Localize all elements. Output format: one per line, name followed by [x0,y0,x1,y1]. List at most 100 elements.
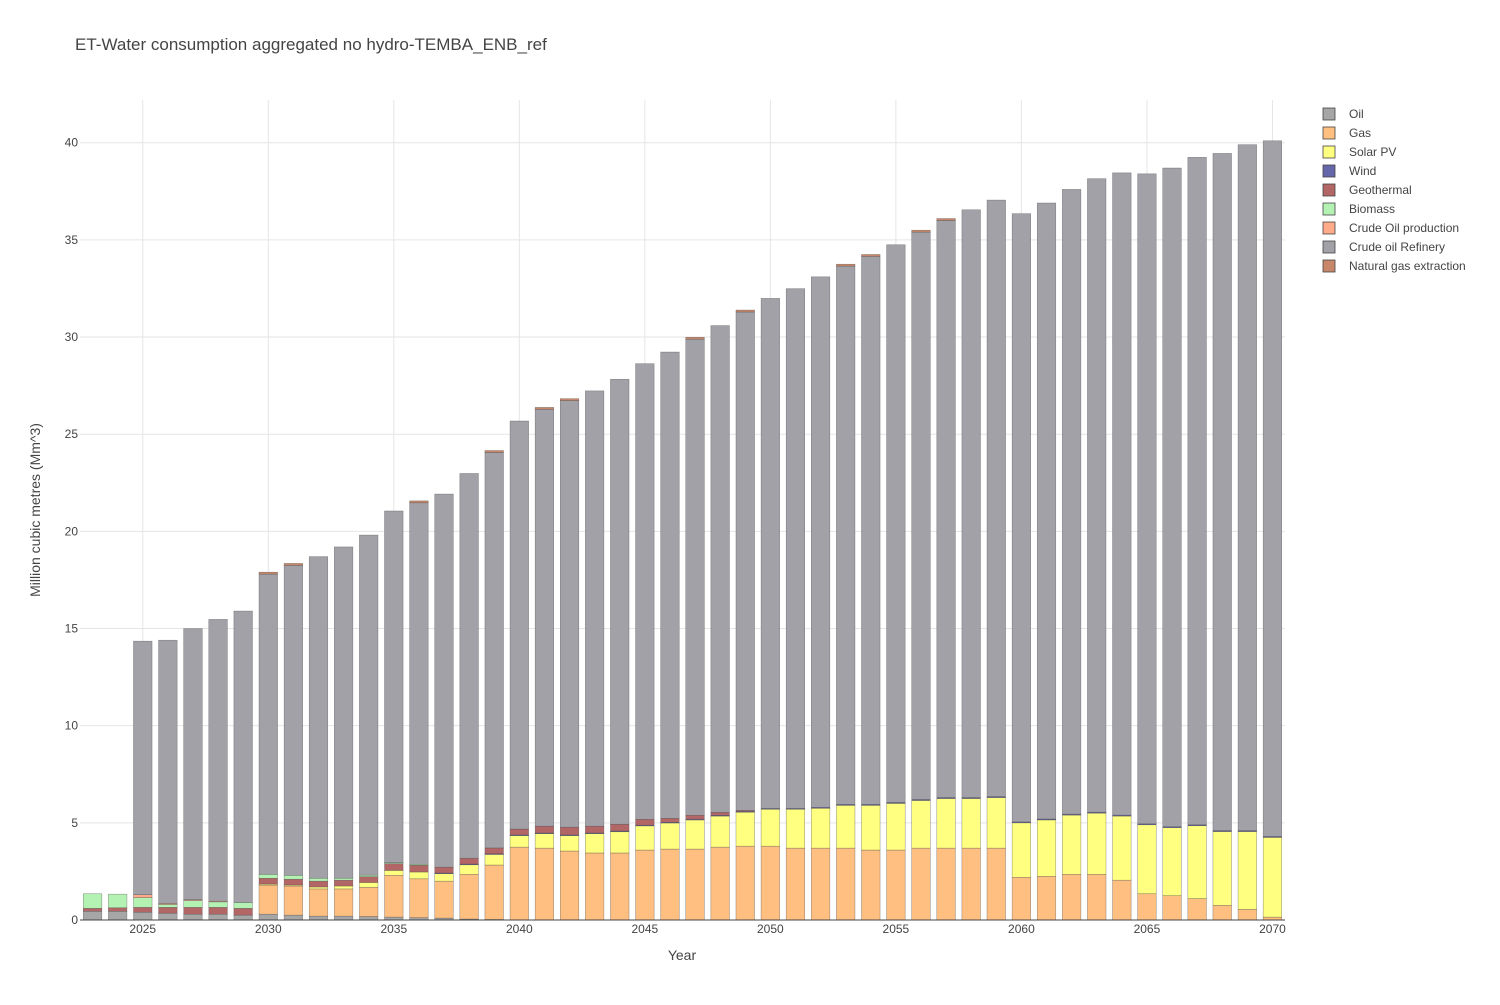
bar-segment[interactable] [635,849,655,921]
bar-segment[interactable] [836,263,856,267]
bar-segment[interactable] [183,907,203,915]
bar-segment[interactable] [1137,893,1157,921]
bar-segment[interactable] [258,571,278,575]
bar-segment[interactable] [509,420,529,830]
bar-segment[interactable] [384,870,404,876]
bar-segment[interactable] [1162,827,1182,896]
legend[interactable]: Oil Gas Solar PV Wind Geothermal Biomass Crude… [1322,107,1466,273]
legend-item[interactable]: Geothermal [1322,183,1412,197]
bar-segment[interactable] [283,878,303,886]
bar-segment[interactable] [1011,822,1031,878]
bar-segment[interactable] [484,847,504,854]
bar-segment[interactable] [735,845,755,921]
bar-segment[interactable] [585,390,605,827]
bar-segment[interactable] [710,815,730,848]
bar-segment[interactable] [283,914,303,921]
bar-segment[interactable] [836,805,856,849]
bar-segment[interactable] [534,409,554,827]
bar-segment[interactable] [258,874,278,879]
bar-segment[interactable] [133,897,153,908]
bar-segment[interactable] [861,254,881,257]
bar-segment[interactable] [911,800,931,849]
bar-segment[interactable] [1162,167,1182,827]
bar-segment[interactable] [685,848,705,921]
bar-segment[interactable] [1011,877,1031,921]
bar-segment[interactable] [961,209,981,798]
bar-segment[interactable] [409,502,429,865]
bar-segment[interactable] [334,915,354,921]
bar-segment[interactable] [183,900,203,908]
bar-segment[interactable] [334,879,354,887]
bar-segment[interactable] [409,500,429,504]
bar-segment[interactable] [986,847,1006,921]
bar-segment[interactable] [258,877,278,885]
bar-segment[interactable] [1036,202,1057,820]
bar-segment[interactable] [861,256,881,805]
bar-segment[interactable] [208,619,228,902]
bar-segment[interactable] [1062,814,1082,875]
bar-segment[interactable] [509,828,529,836]
bar-segment[interactable] [158,904,178,908]
bar-segment[interactable] [886,244,906,803]
bar-segment[interactable] [660,351,680,819]
bar-segment[interactable] [459,473,479,859]
bar-segment[interactable] [158,639,178,904]
bar-segment[interactable] [434,493,454,868]
bar-segment[interactable] [861,805,881,851]
bar-segment[interactable] [1262,140,1282,837]
bar-segment[interactable] [986,797,1006,849]
bar-segment[interactable] [1011,213,1031,823]
bar-segment[interactable] [409,878,429,918]
bar-segment[interactable] [760,808,780,847]
bar-segment[interactable] [936,798,956,849]
bar-segment[interactable] [836,847,856,921]
bar-segment[interactable] [334,885,354,890]
bar-segment[interactable] [1036,876,1057,921]
bar-segment[interactable] [208,907,228,915]
bar-segment[interactable] [484,864,504,920]
bar-segment[interactable] [986,199,1006,797]
bar-segment[interactable] [886,803,906,851]
bar-segment[interactable] [534,847,554,921]
bar-segment[interactable] [233,914,253,921]
bar-segment[interactable] [108,911,128,921]
bar-segment[interactable] [1112,815,1132,881]
bar-segment[interactable] [1162,895,1182,921]
bar-segment[interactable] [559,398,580,401]
bar-segment[interactable] [258,913,278,921]
bar-segment[interactable] [409,871,429,880]
bar-segment[interactable] [534,833,554,849]
bar-segment[interactable] [936,218,956,221]
bar-segment[interactable] [911,229,931,233]
bar-segment[interactable] [911,231,931,800]
bar-segment[interactable] [434,866,454,874]
bar-segment[interactable] [1112,879,1132,921]
bar-segment[interactable] [83,908,103,912]
bar-segment[interactable] [359,534,379,876]
bar-segment[interactable] [509,846,529,921]
bar-segment[interactable] [384,875,404,918]
bar-segment[interactable] [108,893,128,909]
bar-segment[interactable] [585,852,605,921]
bar-segment[interactable] [384,863,404,871]
bar-segment[interactable] [509,835,529,848]
bar-segment[interactable] [359,916,379,921]
legend-item[interactable]: Oil [1322,107,1364,121]
bar-segment[interactable] [685,337,705,340]
bar-segment[interactable] [811,847,831,921]
bar-segment[interactable] [484,452,504,849]
bar-segment[interactable] [158,912,178,921]
bar-segment[interactable] [1112,172,1132,816]
bar-segment[interactable] [785,847,806,921]
bar-segment[interactable] [685,819,705,850]
bar-segment[interactable] [1212,831,1232,906]
bar-segment[interactable] [1087,178,1107,813]
bar-segment[interactable] [459,857,479,865]
bar-segment[interactable] [233,908,253,916]
legend-item[interactable]: Biomass [1322,202,1395,216]
bar-segment[interactable] [434,873,454,882]
bar-segment[interactable] [308,556,329,879]
legend-item[interactable]: Wind [1322,164,1376,178]
bar-segment[interactable] [1237,909,1257,921]
bar-segment[interactable] [660,822,680,850]
